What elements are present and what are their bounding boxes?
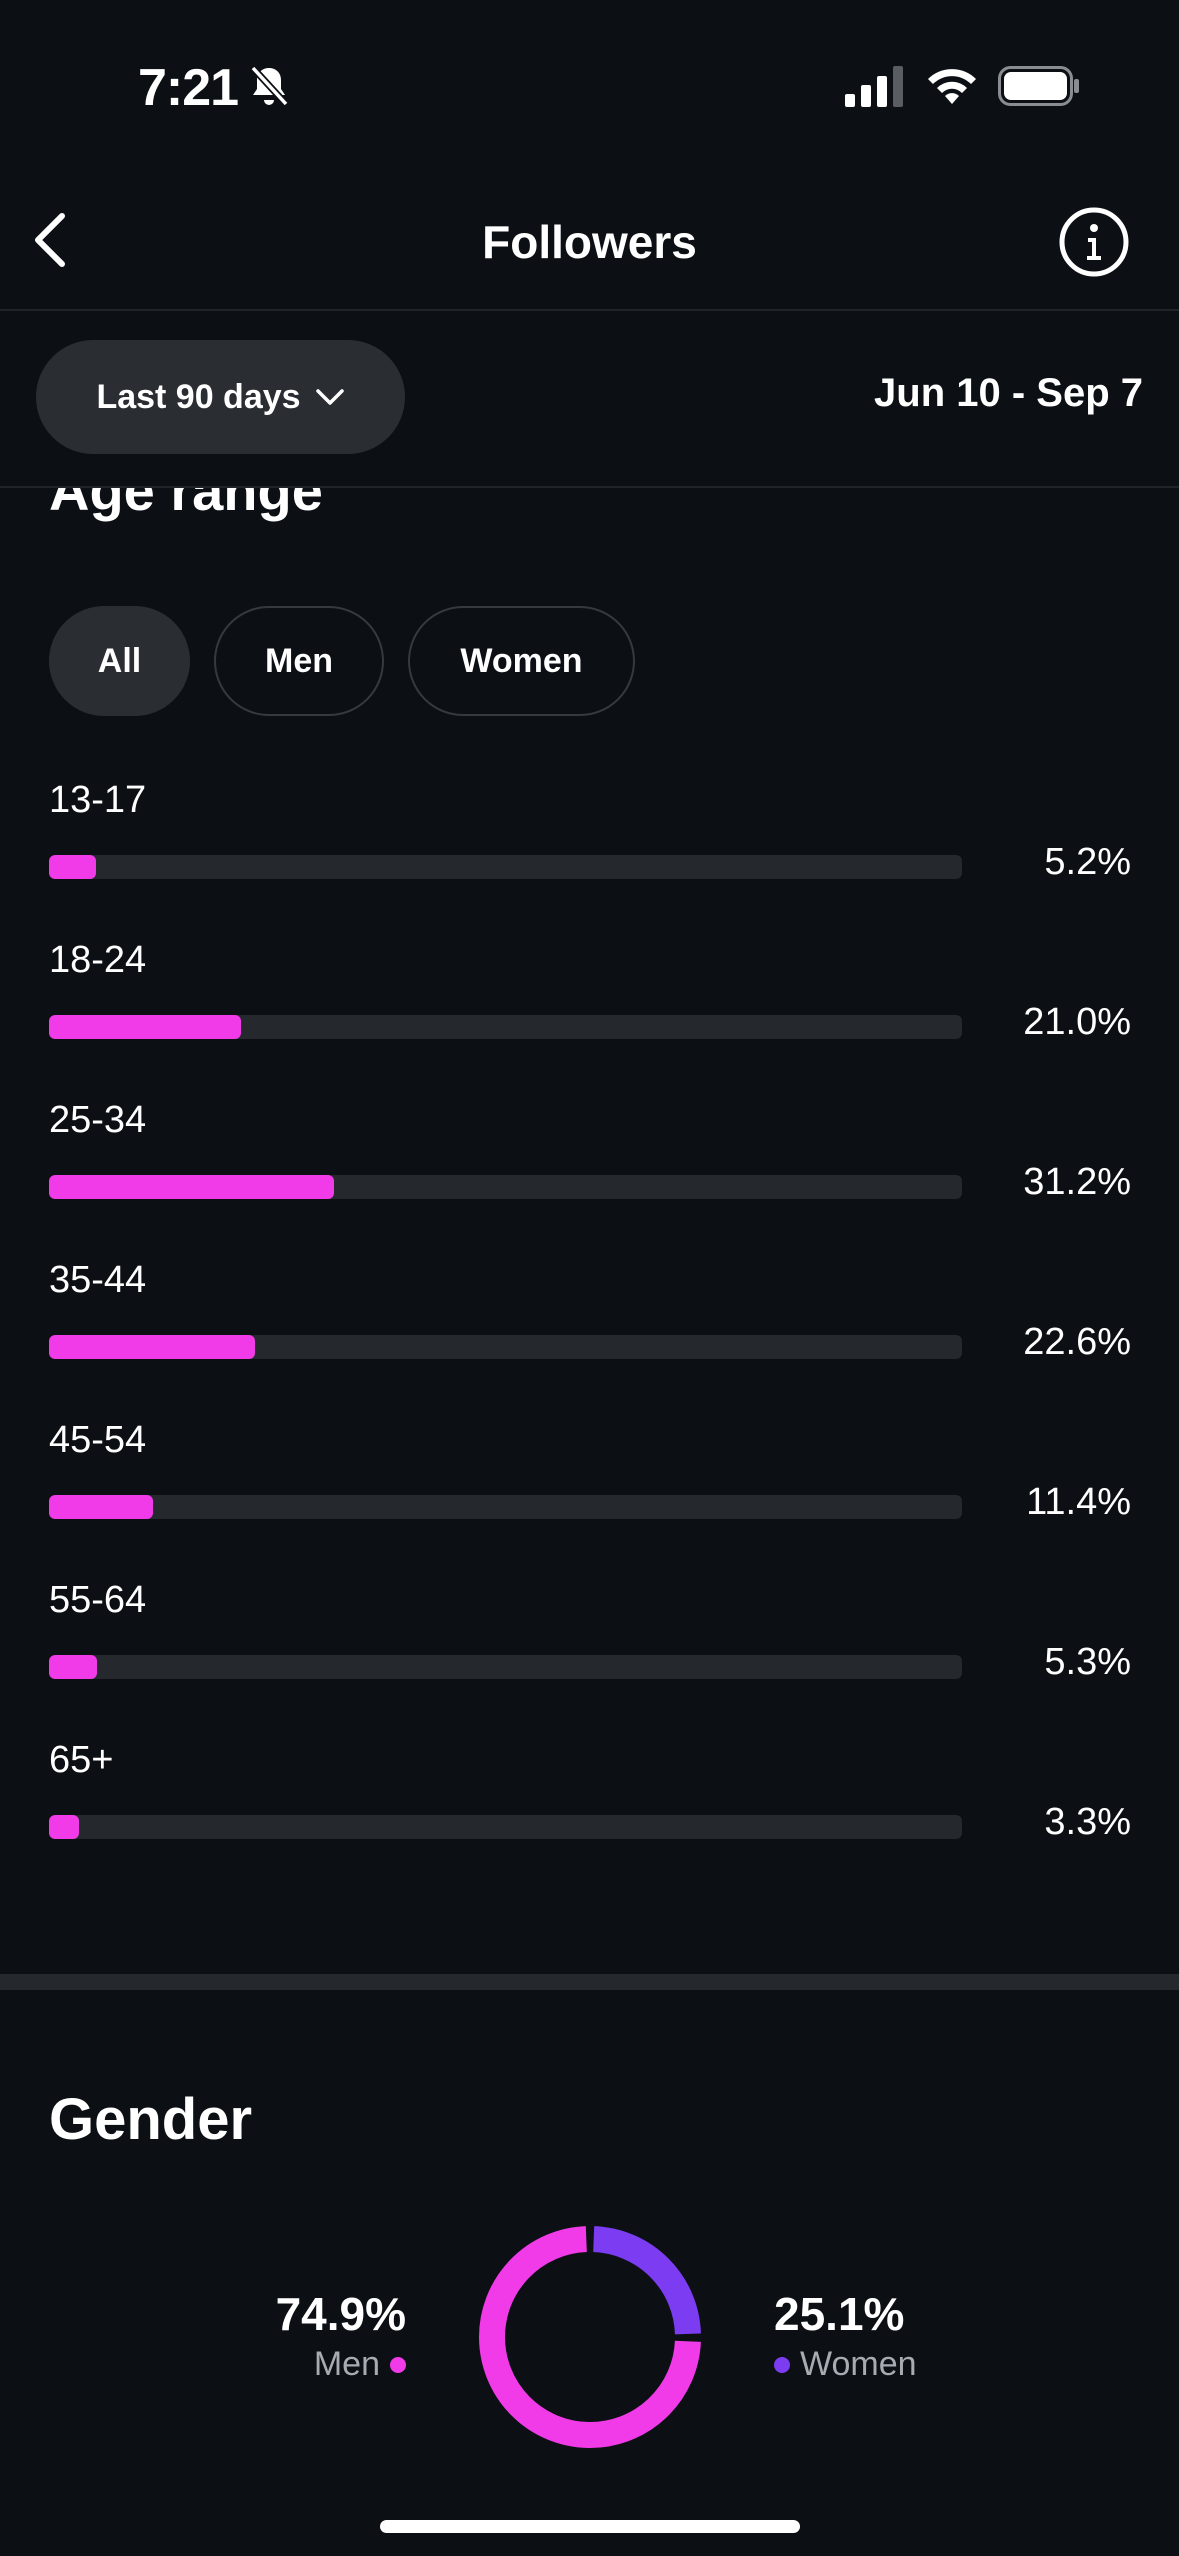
age-label: 18-24 <box>49 939 147 981</box>
age-label: 25-34 <box>49 1099 147 1141</box>
age-percent: 22.6% <box>1023 1321 1131 1363</box>
age-bar-track <box>49 855 962 879</box>
wifi-icon <box>928 69 976 104</box>
status-time: 7:21 <box>138 59 239 117</box>
age-row: 55-64 5.3% <box>49 1575 1131 1735</box>
back-button[interactable] <box>20 205 80 275</box>
age-percent: 5.2% <box>1044 841 1131 883</box>
age-bar-fill <box>49 1335 256 1359</box>
age-percent: 3.3% <box>1044 1801 1131 1843</box>
age-label: 55-64 <box>49 1579 147 1621</box>
date-range-text: Jun 10 - Sep 7 <box>874 371 1143 415</box>
age-bar-fill <box>49 1495 154 1519</box>
women-percent: 25.1% <box>774 2288 905 2340</box>
age-bar-fill <box>49 1175 334 1199</box>
men-label: Men <box>313 2345 380 2383</box>
age-label: 35-44 <box>49 1259 147 1301</box>
filter-row: Last 90 days Jun 10 - Sep 7 <box>0 311 1179 488</box>
age-bar-track <box>49 1175 962 1199</box>
age-row: 25-34 31.2% <box>49 1095 1131 1255</box>
age-row: 65+ 3.3% <box>49 1735 1131 1895</box>
home-indicator <box>380 2520 800 2533</box>
women-label-row: Women <box>774 2345 1034 2384</box>
age-percent: 5.3% <box>1044 1641 1131 1683</box>
age-bar-fill <box>49 1655 98 1679</box>
men-label-row: Men <box>200 2345 406 2384</box>
age-percent: 11.4% <box>1026 1481 1131 1523</box>
age-percent: 31.2% <box>1023 1161 1131 1203</box>
men-legend-dot <box>390 2356 406 2373</box>
donut-slice-men <box>479 2226 701 2448</box>
battery-icon <box>998 66 1079 106</box>
age-row: 18-24 21.0% <box>49 935 1131 1095</box>
date-range-dropdown-label: Last 90 days <box>96 377 301 416</box>
women-label: Women <box>800 2345 917 2383</box>
bell-off-icon <box>250 65 289 107</box>
status-bar: 7:21 <box>0 0 1179 175</box>
age-bar-fill <box>49 1815 80 1839</box>
age-row: 13-17 5.2% <box>49 775 1131 935</box>
chip-men[interactable]: Men <box>214 606 384 716</box>
age-bar-track <box>49 1655 962 1679</box>
gender-filter-chips: All Men Women <box>49 606 635 716</box>
age-bar-track <box>49 1815 962 1839</box>
nav-bar: Followers <box>0 175 1179 311</box>
age-label: 13-17 <box>49 779 147 821</box>
age-bar-fill <box>49 1015 241 1039</box>
men-percent: 74.9% <box>275 2288 406 2340</box>
chevron-down-icon <box>315 389 344 405</box>
women-legend-dot <box>774 2356 790 2373</box>
chip-all[interactable]: All <box>49 606 190 716</box>
age-bar-track <box>49 1335 962 1359</box>
gender-title: Gender <box>49 2087 253 2152</box>
donut-slice-women <box>592 2226 701 2335</box>
age-row: 35-44 22.6% <box>49 1255 1131 1415</box>
date-range-dropdown[interactable]: Last 90 days <box>36 340 405 454</box>
age-bar-fill <box>49 855 97 879</box>
info-icon[interactable] <box>1058 206 1130 278</box>
back-arrow-icon <box>35 213 65 267</box>
age-bar-track <box>49 1495 962 1519</box>
age-bar-track <box>49 1015 962 1039</box>
gender-men-stat: 74.9% Men <box>200 2287 406 2384</box>
signal-icon <box>845 66 903 107</box>
age-row: 45-54 11.4% <box>49 1415 1131 1575</box>
gender-donut-chart <box>479 2226 701 2448</box>
age-label: 45-54 <box>49 1419 147 1461</box>
page-title: Followers <box>482 216 697 268</box>
gender-women-stat: 25.1% Women <box>774 2287 1034 2384</box>
chip-women[interactable]: Women <box>408 606 635 716</box>
age-label: 65+ <box>49 1739 114 1781</box>
age-percent: 21.0% <box>1023 1001 1131 1043</box>
section-divider <box>0 1974 1179 1990</box>
age-range-list: 13-17 5.2% 18-24 21.0% 25-34 31.2% 35-44 22.6% 4… <box>49 775 1131 1895</box>
